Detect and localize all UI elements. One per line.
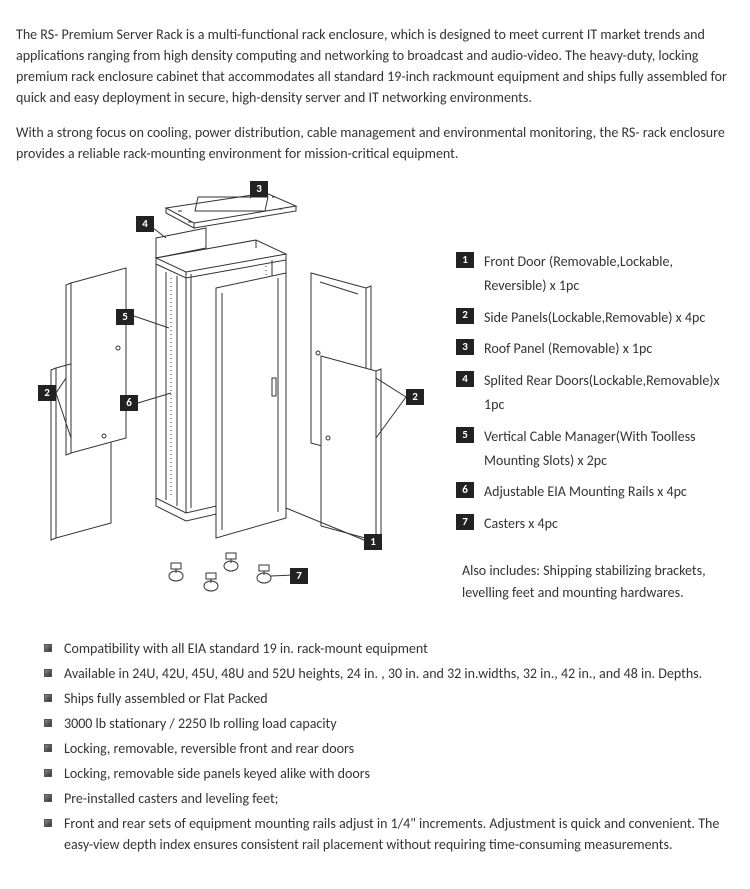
feature-bullet-list: Compatibility with all EIA standard 19 i… — [16, 638, 734, 855]
diagram-callout-tag: 5 — [116, 309, 134, 325]
square-bullet-icon — [44, 819, 52, 827]
square-bullet-icon — [44, 719, 52, 727]
diagram-callout-tag: 1 — [364, 534, 382, 550]
bullet-item: Locking, removable side panels keyed ali… — [16, 763, 734, 784]
square-bullet-icon — [44, 769, 52, 777]
bullet-item: Front and rear sets of equipment mountin… — [16, 813, 734, 855]
bullet-item: 3000 lb stationary / 2250 lb rolling loa… — [16, 713, 734, 734]
intro-paragraph-1: The RS- Premium Server Rack is a multi-f… — [16, 24, 734, 108]
bullet-text: 3000 lb stationary / 2250 lb rolling loa… — [64, 713, 337, 734]
bullet-item: Pre-installed casters and leveling feet; — [16, 788, 734, 809]
legend-text: Casters x 4pc — [484, 512, 558, 536]
legend-number-tag: 7 — [456, 514, 474, 530]
diagram-callout-tag: 6 — [120, 395, 138, 411]
bullet-text: Locking, removable side panels keyed ali… — [64, 763, 370, 784]
legend-text: Splited Rear Doors(Lockable,Removable)x … — [484, 369, 734, 417]
diagram-callout-tag: 4 — [136, 216, 154, 232]
also-includes-note: Also includes: Shipping stabilizing brac… — [462, 560, 734, 605]
bullet-text: Pre-installed casters and leveling feet; — [64, 788, 278, 809]
parts-legend: 1 Front Door (Removable,Lockable, Reversi… — [436, 178, 734, 608]
exploded-diagram: 3 4 5 2 6 1 2 7 — [16, 178, 436, 608]
bullet-item: Compatibility with all EIA standard 19 i… — [16, 638, 734, 659]
bullet-text: Locking, removable, reversible front and… — [64, 738, 354, 759]
legend-item: 7 Casters x 4pc — [456, 512, 734, 536]
legend-item: 5 Vertical Cable Manager(With Toolless Mo… — [456, 425, 734, 473]
legend-text: Side Panels(Lockable,Removable) x 4pc — [484, 306, 705, 330]
legend-text: Adjustable EIA Mounting Rails x 4pc — [484, 480, 687, 504]
legend-text: Roof Panel (Removable) x 1pc — [484, 337, 652, 361]
square-bullet-icon — [44, 694, 52, 702]
square-bullet-icon — [44, 644, 52, 652]
bullet-item: Ships fully assembled or Flat Packed — [16, 688, 734, 709]
middle-section: 3 4 5 2 6 1 2 7 1 Front Door (Removable,Lockable… — [16, 178, 734, 608]
diagram-callout-tag: 3 — [250, 181, 268, 197]
bullet-text: Compatibility with all EIA standard 19 i… — [64, 638, 428, 659]
legend-item: 1 Front Door (Removable,Lockable, Reversi… — [456, 250, 734, 298]
legend-item: 3 Roof Panel (Removable) x 1pc — [456, 337, 734, 361]
bullet-text: Ships fully assembled or Flat Packed — [64, 688, 268, 709]
legend-number-tag: 5 — [456, 427, 474, 443]
legend-number-tag: 2 — [456, 308, 474, 324]
square-bullet-icon — [44, 794, 52, 802]
bullet-text: Available in 24U, 42U, 45U, 48U and 52U … — [64, 663, 702, 684]
intro-paragraph-2: With a strong focus on cooling, power di… — [16, 122, 734, 164]
square-bullet-icon — [44, 744, 52, 752]
diagram-callout-tag: 2 — [406, 389, 424, 405]
legend-number-tag: 1 — [456, 252, 474, 268]
bullet-text: Front and rear sets of equipment mountin… — [64, 813, 734, 855]
diagram-callout-tag: 2 — [38, 385, 56, 401]
bullet-item: Available in 24U, 42U, 45U, 48U and 52U … — [16, 663, 734, 684]
diagram-callout-tag: 7 — [290, 568, 308, 584]
legend-item: 2 Side Panels(Lockable,Removable) x 4pc — [456, 306, 734, 330]
legend-number-tag: 6 — [456, 482, 474, 498]
legend-item: 6 Adjustable EIA Mounting Rails x 4pc — [456, 480, 734, 504]
legend-item: 4 Splited Rear Doors(Lockable,Removable)x… — [456, 369, 734, 417]
legend-text: Vertical Cable Manager(With Toolless Mou… — [484, 425, 734, 473]
legend-number-tag: 4 — [456, 371, 474, 387]
legend-number-tag: 3 — [456, 339, 474, 355]
square-bullet-icon — [44, 669, 52, 677]
legend-text: Front Door (Removable,Lockable, Reversib… — [484, 250, 734, 298]
bullet-item: Locking, removable, reversible front and… — [16, 738, 734, 759]
